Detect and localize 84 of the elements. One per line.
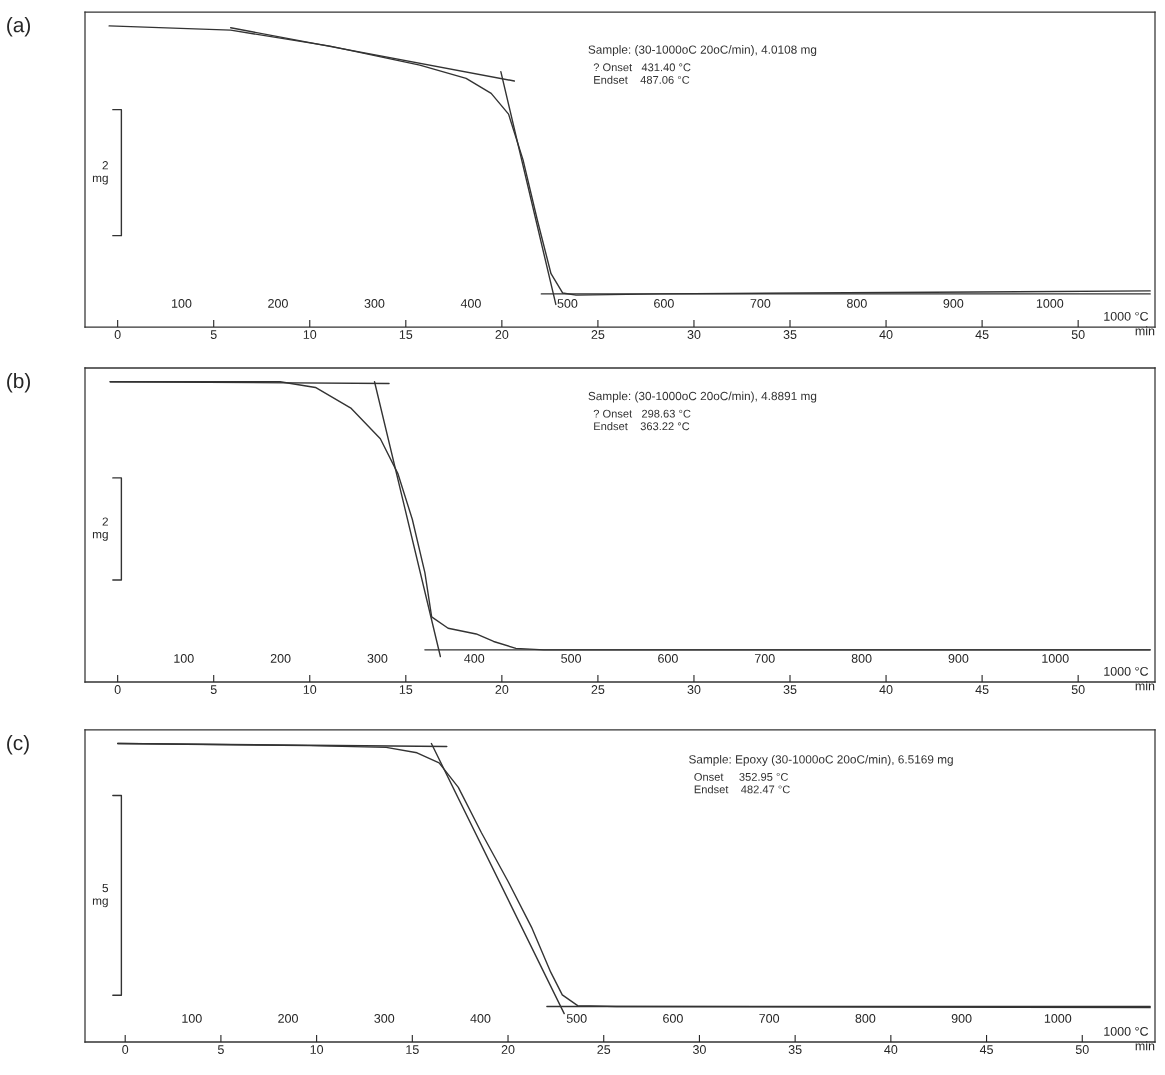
chart-title: (a) [7, 17, 30, 37]
x2-tick-label: 40 [879, 330, 893, 339]
x2-tick-label: 5 [210, 330, 217, 339]
x2-tick-label: 45 [975, 330, 989, 339]
x2-tick-label: 20 [501, 1045, 515, 1054]
annotation: Sample: (30-1000oC 20oC/min), 4.8891 mg [588, 391, 817, 403]
x2-tick-label: 5 [210, 685, 217, 694]
x-axis-title: 1000 °C [1104, 666, 1149, 676]
x2-tick-label: 15 [399, 685, 413, 694]
x2-tick-label: 20 [495, 685, 509, 694]
x-tick-label: 300 [364, 299, 385, 308]
x-tick-label: 300 [374, 1014, 395, 1023]
x2-tick-label: 45 [979, 1045, 993, 1054]
annotation: Endset 482.47 °C [694, 785, 790, 794]
x-tick-label: 700 [750, 299, 771, 308]
x2-tick-label: 50 [1071, 685, 1085, 694]
x2-tick-label: 15 [399, 330, 413, 339]
x-tick-label: 1000 [1044, 1014, 1072, 1023]
x-tick-label: 500 [561, 654, 582, 663]
x2-tick-label: 35 [788, 1045, 802, 1054]
x2-tick-label: 25 [591, 330, 605, 339]
x-tick-label: 600 [663, 1014, 683, 1023]
x2-axis-title: min [1135, 326, 1155, 336]
annotation: Onset 352.95 °C [694, 772, 789, 781]
x-tick-label: 1000 [1042, 654, 1069, 663]
x2-tick-label: 15 [406, 1045, 419, 1054]
x-axis-title: 1000 °C [1104, 311, 1149, 321]
x-tick-label: 600 [658, 654, 678, 663]
x2-tick-label: 0 [114, 685, 121, 694]
annotation: Endset 487.06 °C [594, 75, 690, 84]
x2-tick-label: 30 [687, 685, 701, 694]
x2-tick-label: 40 [884, 1045, 898, 1054]
x-tick-label: 300 [367, 654, 388, 663]
x-tick-label: 700 [759, 1014, 780, 1023]
x-tick-label: 400 [460, 299, 481, 308]
x2-axis-title: min [1135, 1041, 1155, 1051]
x2-tick-label: 50 [1071, 330, 1085, 339]
x-tick-label: 500 [557, 299, 578, 308]
x2-tick-label: 25 [597, 1045, 611, 1054]
x-tick-label: 400 [470, 1014, 491, 1023]
annotation: Sample: Epoxy (30-1000oC 20oC/min), 6.5169 mg [689, 754, 953, 766]
x-tick-label: 500 [566, 1014, 587, 1023]
x-axis-title: 1000 °C [1104, 1026, 1149, 1036]
x-tick-label: 100 [174, 654, 194, 663]
x2-tick-label: 35 [783, 330, 797, 339]
annotation: ? Onset 298.63 °C [593, 409, 691, 418]
x-tick-label: 900 [943, 299, 964, 308]
x-tick-label: 100 [172, 299, 192, 308]
x2-tick-label: 20 [495, 330, 509, 339]
x-tick-label: 200 [270, 654, 291, 663]
x2-tick-label: 30 [687, 330, 701, 339]
annotation: 5 mg [92, 883, 109, 908]
x-tick-label: 600 [654, 299, 674, 308]
x-tick-label: 200 [268, 299, 288, 308]
x2-tick-label: 5 [217, 1045, 224, 1054]
annotation: Endset 363.22 °C [594, 422, 690, 431]
x-tick-label: 100 [182, 1014, 202, 1023]
x2-tick-label: 50 [1075, 1045, 1089, 1054]
annotation: ? Onset 431.40 °C [593, 63, 691, 72]
x2-tick-label: 10 [303, 330, 317, 339]
x2-tick-label: 10 [310, 1045, 324, 1054]
x-tick-label: 900 [951, 1014, 972, 1023]
x2-tick-label: 25 [591, 685, 605, 694]
x-tick-label: 800 [846, 299, 867, 308]
annotation: 2 mg [92, 161, 108, 185]
x2-tick-label: 10 [303, 685, 317, 694]
x-tick-label: 800 [855, 1014, 876, 1023]
chart-title: (c) [7, 735, 29, 755]
x2-tick-label: 35 [783, 685, 797, 694]
x-tick-label: 200 [278, 1014, 298, 1023]
x2-tick-label: 40 [879, 685, 893, 694]
annotation: Sample: (30-1000oC 20oC/min), 4.0108 mg [588, 45, 817, 57]
x-tick-label: 700 [754, 654, 775, 663]
x2-tick-label: 0 [114, 330, 121, 339]
x-tick-label: 800 [851, 654, 872, 663]
x2-axis-title: min [1135, 681, 1155, 691]
x2-tick-label: 0 [122, 1045, 129, 1054]
x2-tick-label: 45 [975, 685, 989, 694]
x-tick-label: 400 [464, 654, 485, 663]
x2-tick-label: 30 [692, 1045, 706, 1054]
x-tick-label: 1000 [1036, 299, 1064, 308]
x-tick-label: 900 [948, 654, 969, 663]
annotation: 2 mg [92, 517, 108, 541]
chart-title: (b) [7, 373, 30, 393]
